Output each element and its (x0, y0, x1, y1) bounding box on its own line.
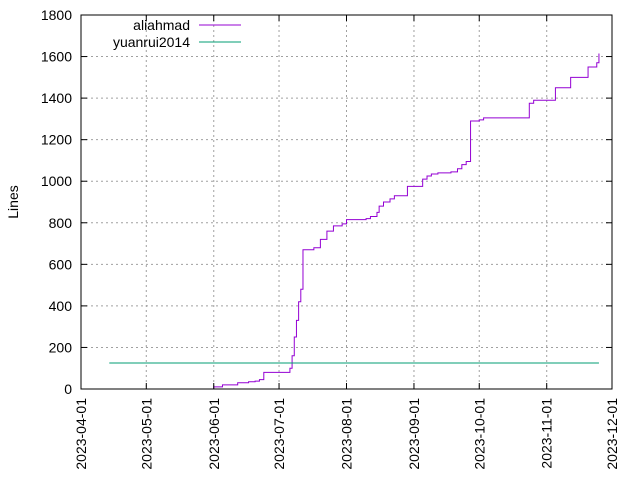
y-tick-label: 200 (49, 339, 73, 355)
series-line-aliahmad (202, 53, 600, 390)
x-tick-label: 2023-07-01 (271, 398, 287, 470)
legend-label-yuanrui2014: yuanrui2014 (113, 34, 190, 50)
x-tick-label: 2023-04-01 (73, 398, 89, 470)
y-tick-label: 0 (64, 381, 72, 397)
axis-ticks: 0 200 400 600 800 1000 1200 1400 1600 1800 2023-04… (41, 7, 620, 470)
y-tick-label: 1800 (41, 7, 72, 23)
y-tick-label: 1200 (41, 132, 72, 148)
y-axis-title: Lines (5, 185, 21, 218)
y-tick-label: 1400 (41, 90, 72, 106)
x-tick-label: 2023-09-01 (406, 398, 422, 470)
y-tick-label: 400 (49, 298, 73, 314)
series-layer (109, 53, 600, 390)
x-tick-label: 2023-06-01 (206, 398, 222, 470)
y-tick-label: 800 (49, 215, 73, 231)
x-tick-label: 2023-10-01 (471, 398, 487, 470)
x-tick-label: 2023-12-01 (604, 398, 620, 470)
x-tick-label: 2023-05-01 (138, 398, 154, 470)
y-tick-label: 1600 (41, 49, 72, 65)
x-tick-label: 2023-11-01 (539, 398, 555, 469)
x-tick-label: 2023-08-01 (339, 398, 355, 470)
y-tick-label: 600 (49, 256, 73, 272)
legend-label-aliahmad: aliahmad (133, 17, 190, 33)
y-tick-label: 1000 (41, 173, 72, 189)
